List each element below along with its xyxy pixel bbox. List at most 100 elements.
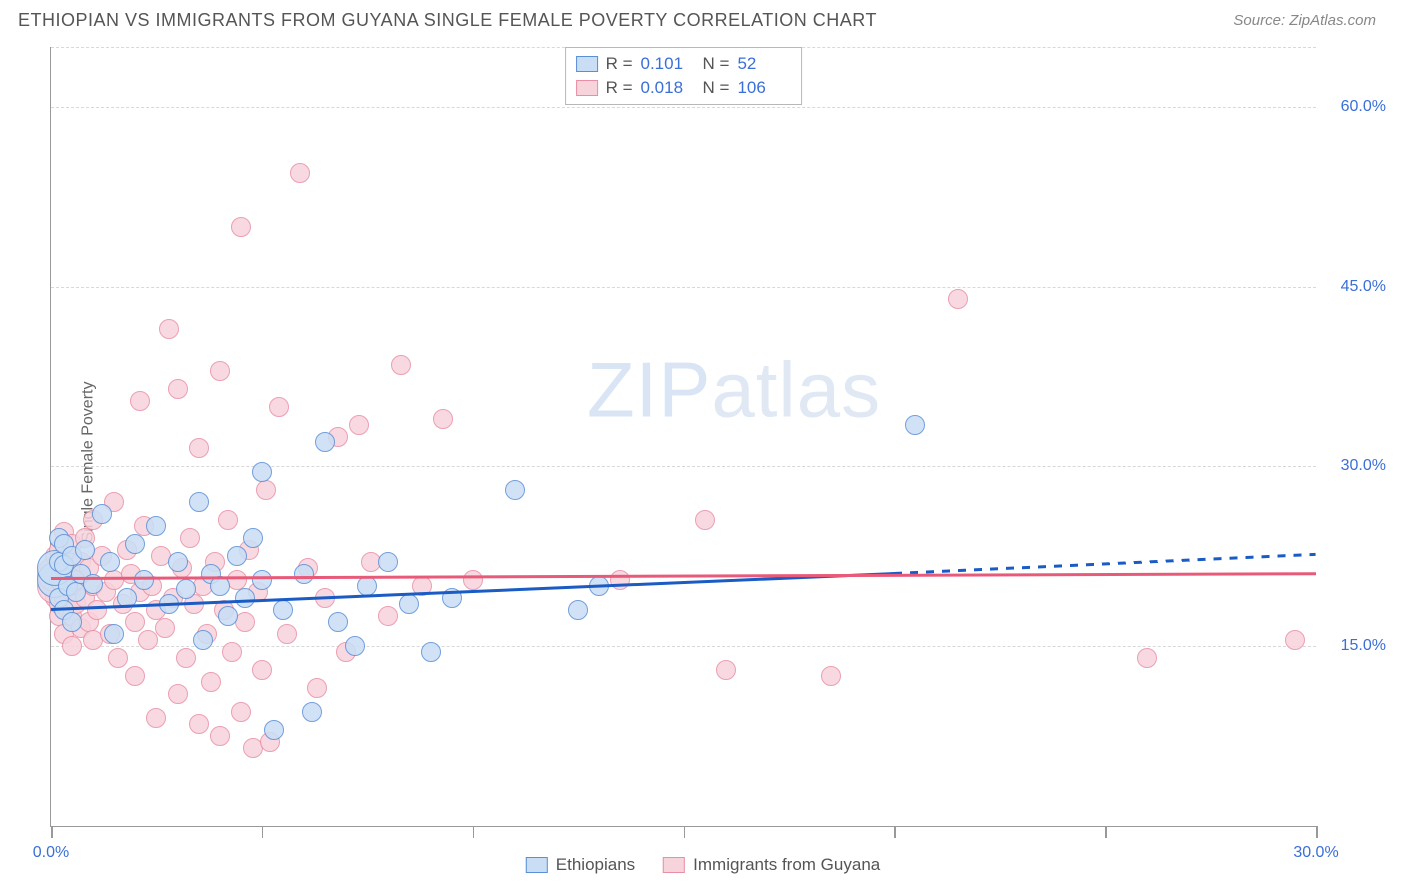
data-point bbox=[180, 528, 200, 548]
data-point bbox=[125, 666, 145, 686]
data-point bbox=[62, 636, 82, 656]
gridline bbox=[51, 466, 1316, 467]
watermark-bold: ZIP bbox=[587, 345, 711, 433]
legend-label-guyana: Immigrants from Guyana bbox=[693, 855, 880, 875]
data-point bbox=[125, 534, 145, 554]
data-point bbox=[421, 642, 441, 662]
data-point bbox=[75, 540, 95, 560]
data-point bbox=[273, 600, 293, 620]
data-point bbox=[391, 355, 411, 375]
r-label: R = bbox=[606, 78, 633, 98]
data-point bbox=[146, 516, 166, 536]
data-point bbox=[193, 630, 213, 650]
data-point bbox=[1285, 630, 1305, 650]
x-tick bbox=[894, 826, 896, 838]
data-point bbox=[231, 217, 251, 237]
data-point bbox=[302, 702, 322, 722]
data-point bbox=[176, 648, 196, 668]
legend-item-guyana: Immigrants from Guyana bbox=[663, 855, 880, 875]
data-point bbox=[695, 510, 715, 530]
data-point bbox=[210, 726, 230, 746]
data-point bbox=[264, 720, 284, 740]
stats-row-guyana: R = 0.018 N = 106 bbox=[576, 76, 792, 100]
data-point bbox=[210, 361, 230, 381]
data-point bbox=[231, 702, 251, 722]
data-point bbox=[252, 660, 272, 680]
data-point bbox=[108, 648, 128, 668]
x-tick bbox=[473, 826, 475, 838]
data-point bbox=[328, 612, 348, 632]
x-tick bbox=[51, 826, 53, 838]
legend-label-ethiopians: Ethiopians bbox=[556, 855, 635, 875]
data-point bbox=[256, 480, 276, 500]
data-point bbox=[104, 624, 124, 644]
plot-region: ZIPatlas R = 0.101 N = 52 R = 0.018 N = … bbox=[50, 47, 1316, 827]
x-tick bbox=[1105, 826, 1107, 838]
data-point bbox=[176, 579, 196, 599]
watermark: ZIPatlas bbox=[587, 344, 881, 435]
data-point bbox=[252, 462, 272, 482]
watermark-thin: atlas bbox=[711, 345, 881, 433]
source-value: ZipAtlas.com bbox=[1289, 12, 1376, 29]
y-tick-label: 30.0% bbox=[1326, 457, 1386, 475]
gridline bbox=[51, 107, 1316, 108]
data-point bbox=[218, 606, 238, 626]
data-point bbox=[189, 714, 209, 734]
swatch-guyana bbox=[576, 80, 598, 96]
data-point bbox=[201, 672, 221, 692]
x-tick bbox=[262, 826, 264, 838]
data-point bbox=[168, 379, 188, 399]
data-point bbox=[307, 678, 327, 698]
y-tick-label: 45.0% bbox=[1326, 278, 1386, 296]
data-point bbox=[168, 684, 188, 704]
r-label: R = bbox=[606, 54, 633, 74]
data-point bbox=[130, 391, 150, 411]
data-point bbox=[227, 546, 247, 566]
stats-legend: R = 0.101 N = 52 R = 0.018 N = 106 bbox=[565, 47, 803, 105]
data-point bbox=[189, 438, 209, 458]
chart-area: Single Female Poverty ZIPatlas R = 0.101… bbox=[0, 37, 1406, 887]
chart-title: ETHIOPIAN VS IMMIGRANTS FROM GUYANA SING… bbox=[18, 10, 877, 31]
data-point bbox=[155, 618, 175, 638]
gridline bbox=[51, 287, 1316, 288]
source-attribution: Source: ZipAtlas.com bbox=[1233, 12, 1376, 29]
data-point bbox=[378, 552, 398, 572]
swatch-guyana bbox=[663, 857, 685, 873]
chart-header: ETHIOPIAN VS IMMIGRANTS FROM GUYANA SING… bbox=[0, 0, 1406, 37]
data-point bbox=[146, 708, 166, 728]
x-tick bbox=[1316, 826, 1318, 838]
n-label: N = bbox=[703, 78, 730, 98]
data-point bbox=[610, 570, 630, 590]
data-point bbox=[433, 409, 453, 429]
x-tick bbox=[684, 826, 686, 838]
r-value-guyana: 0.018 bbox=[641, 78, 695, 98]
x-tick-label: 30.0% bbox=[1293, 844, 1338, 862]
data-point bbox=[125, 612, 145, 632]
data-point bbox=[134, 570, 154, 590]
data-point bbox=[218, 510, 238, 530]
swatch-ethiopians bbox=[526, 857, 548, 873]
legend-item-ethiopians: Ethiopians bbox=[526, 855, 635, 875]
data-point bbox=[463, 570, 483, 590]
data-point bbox=[349, 415, 369, 435]
data-point bbox=[87, 600, 107, 620]
trend-line bbox=[894, 553, 1316, 575]
data-point bbox=[716, 660, 736, 680]
data-point bbox=[568, 600, 588, 620]
n-label: N = bbox=[703, 54, 730, 74]
data-point bbox=[277, 624, 297, 644]
y-tick-label: 15.0% bbox=[1326, 637, 1386, 655]
data-point bbox=[1137, 648, 1157, 668]
data-point bbox=[222, 642, 242, 662]
data-point bbox=[168, 552, 188, 572]
data-point bbox=[505, 480, 525, 500]
r-value-ethiopians: 0.101 bbox=[641, 54, 695, 74]
series-legend: Ethiopians Immigrants from Guyana bbox=[526, 855, 880, 875]
data-point bbox=[138, 630, 158, 650]
data-point bbox=[948, 289, 968, 309]
data-point bbox=[210, 576, 230, 596]
data-point bbox=[92, 504, 112, 524]
source-label: Source: bbox=[1233, 12, 1285, 29]
data-point bbox=[399, 594, 419, 614]
data-point bbox=[821, 666, 841, 686]
